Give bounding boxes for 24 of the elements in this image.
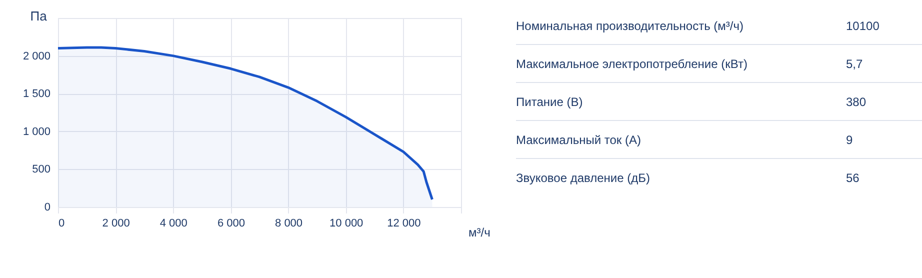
text: 5,7: [846, 56, 863, 70]
text: Питание (В): [516, 94, 584, 108]
y-tick-label: 2 000: [22, 50, 50, 62]
x-axis-title: м³/ч: [468, 226, 490, 240]
text: Звуковое давление (дБ): [516, 170, 651, 184]
y-axis-title: Па: [30, 8, 48, 24]
text: 9: [846, 132, 853, 146]
x-tick-label: 12 000: [387, 218, 421, 230]
text: 10100: [846, 18, 880, 32]
text: Максимальный ток (А): [516, 132, 642, 146]
text: Номинальная производительность (м³/ч): [516, 18, 744, 32]
x-tick-label: 4 000: [160, 218, 188, 230]
text: 380: [846, 94, 866, 108]
y-tick-label: 1 000: [22, 126, 50, 138]
y-tick-label: 1 500: [22, 88, 50, 100]
x-tick-label: 10 000: [330, 218, 364, 230]
x-tick-label: 0: [58, 218, 65, 230]
x-tick-label: 2 000: [102, 218, 130, 230]
y-tick-label: 0: [44, 202, 50, 214]
text: 56: [846, 170, 860, 184]
text: Максимальное электропотребление (кВт): [516, 56, 748, 70]
x-tick-label: 8 000: [275, 218, 303, 230]
x-tick-label: 6 000: [217, 218, 245, 230]
y-tick-label: 500: [32, 164, 50, 176]
